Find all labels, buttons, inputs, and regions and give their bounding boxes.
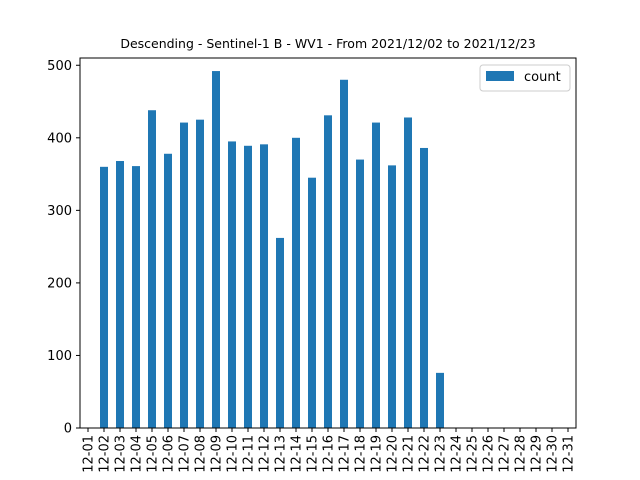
bar-12-23 [436,372,444,428]
x-tick-label-12-12: 12-12 [258,435,273,473]
bar-12-04 [132,166,140,429]
y-tick-label: 200 [47,276,72,291]
bar-12-02 [100,166,108,428]
x-tick-label-12-21: 12-21 [402,435,417,473]
x-tick-label-12-19: 12-19 [370,435,385,473]
bar-12-15 [308,177,316,428]
x-axis: 12-01 12-02 12-03 12-04 12-05 12-06 12-07 12-08… [82,428,577,473]
bar-12-05 [148,110,156,428]
chart-title: Descending - Sentinel-1 B - WV1 - From 2… [120,36,535,51]
legend-swatch [486,71,514,81]
x-tick-label-12-15: 12-15 [306,435,321,473]
bar-12-09 [212,71,220,428]
bar-12-06 [164,153,172,428]
bar-12-11 [244,145,252,429]
x-tick-label-12-05: 12-05 [146,435,161,473]
x-tick-label-12-25: 12-25 [466,435,481,473]
bar-12-17 [340,79,348,428]
x-tick-label-12-22: 12-22 [418,435,433,473]
x-tick-label-12-16: 12-16 [322,435,337,473]
x-tick-label-12-11: 12-11 [242,435,257,473]
bar-12-13 [276,237,284,428]
x-tick-label-12-13: 12-13 [274,435,289,473]
x-tick-label-12-07: 12-07 [178,435,193,473]
x-tick-label-12-01: 12-01 [82,435,97,473]
x-tick-label-12-26: 12-26 [482,435,497,473]
x-tick-label-12-09: 12-09 [210,435,225,473]
x-tick-label-12-23: 12-23 [434,435,449,473]
x-tick-label-12-08: 12-08 [194,435,209,473]
y-tick-label: 100 [47,349,72,364]
bar-12-16 [324,115,332,429]
bar-12-18 [356,159,364,428]
bar-12-10 [228,141,236,428]
x-tick-label-12-29: 12-29 [530,435,545,473]
x-tick-label-12-02: 12-02 [98,435,113,473]
x-tick-label-12-31: 12-31 [562,435,577,473]
y-tick-label: 0 [64,422,72,437]
y-tick-label: 500 [47,59,72,74]
x-tick-label-12-04: 12-04 [130,435,145,473]
legend: count [479,64,571,92]
bar-12-03 [116,161,124,429]
bars-group [100,71,444,429]
x-tick-label-12-17: 12-17 [338,435,353,473]
x-tick-label-12-30: 12-30 [546,435,561,473]
y-tick-label: 400 [47,131,72,146]
y-axis: 0 100 200 300 400 500 [47,59,80,437]
bar-12-22 [420,147,428,428]
x-tick-label-12-14: 12-14 [290,435,305,473]
bar-12-08 [196,119,204,429]
y-tick-label: 300 [47,204,72,219]
bar-12-20 [388,165,396,428]
x-tick-label-12-24: 12-24 [450,435,465,473]
x-tick-label-12-10: 12-10 [226,435,241,473]
x-tick-label-12-03: 12-03 [114,435,129,473]
x-tick-label-12-28: 12-28 [514,435,529,473]
x-tick-label-12-06: 12-06 [162,435,177,473]
bar-12-07 [180,122,188,428]
x-tick-label-12-18: 12-18 [354,435,369,473]
legend-label: count [524,70,561,85]
bar-12-21 [404,117,412,428]
bar-12-12 [260,144,268,429]
x-tick-label-12-20: 12-20 [386,435,401,473]
x-tick-label-12-27: 12-27 [498,435,513,473]
bar-12-14 [292,137,300,428]
bar-12-19 [372,122,380,428]
